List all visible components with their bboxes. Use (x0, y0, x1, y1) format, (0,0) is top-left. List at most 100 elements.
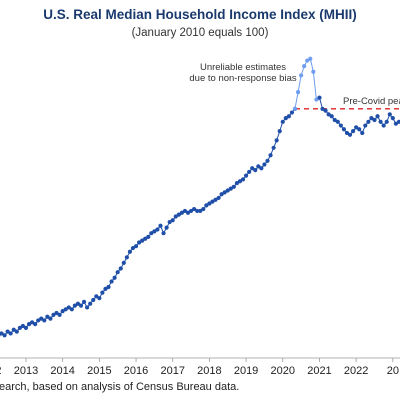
unreliable-annotation-line1: Unreliable estimates (200, 62, 286, 73)
series-2-point-20 (378, 119, 383, 124)
series-0-point-60 (155, 227, 160, 232)
x-tick-label-2012: 2012 (0, 365, 2, 377)
series-2-point-10 (347, 132, 353, 137)
series-2-point-17 (369, 116, 374, 121)
series-1-point-4 (305, 58, 310, 63)
series-0-point-17 (23, 325, 29, 330)
series-0-point-95 (262, 162, 267, 167)
series-1-point-0 (292, 106, 298, 111)
series-0-point-38 (88, 301, 93, 306)
series-2-point-26 (396, 119, 400, 124)
series-0-point-93 (256, 164, 261, 169)
chart-title: U.S. Real Median Household Income Index … (43, 7, 357, 22)
series-2-point-18 (372, 117, 377, 123)
series-0-point-39 (91, 297, 96, 303)
series-0-point-26 (51, 312, 56, 317)
series-0-point-67 (176, 212, 181, 217)
series-0-point-33 (72, 303, 77, 308)
series-0-point-32 (69, 307, 74, 312)
series-0-point-75 (201, 206, 206, 212)
series-0-point-91 (250, 166, 255, 171)
series-0-point-20 (33, 322, 38, 327)
series-2-point-22 (384, 119, 389, 124)
series-2-point-0 (317, 95, 322, 100)
x-tick-label-2016: 2016 (124, 365, 148, 377)
series-0-point-21 (36, 318, 41, 323)
series-0-point-36 (81, 299, 87, 304)
series-1-point-6 (311, 69, 316, 74)
series-0-point-86 (234, 180, 240, 186)
series-0-point-29 (60, 309, 65, 314)
precovid-annotation: Pre-Covid pea (343, 96, 400, 107)
series-0-point-13 (11, 327, 16, 332)
series-2-point-21 (381, 123, 386, 128)
series-0-point-27 (54, 310, 59, 316)
series-0-point-66 (173, 214, 178, 219)
series-0-point-50 (124, 255, 129, 260)
series-0-point-35 (78, 303, 84, 308)
series-0-point-87 (237, 179, 243, 184)
series-0-point-59 (152, 229, 157, 234)
series-0-point-103 (286, 114, 291, 119)
x-tick-label-2018: 2018 (197, 365, 221, 377)
series-0-point-64 (167, 219, 172, 225)
series-2-point-2 (323, 108, 328, 113)
series-2-point-13 (357, 127, 362, 132)
series-0-point-31 (66, 305, 71, 310)
series-0-point-40 (94, 294, 99, 299)
series-0-point-84 (228, 186, 233, 191)
series-0-point-10 (2, 333, 7, 338)
series-0-point-88 (240, 177, 246, 182)
series-2-point-24 (390, 116, 395, 121)
series-0-point-70 (185, 210, 191, 215)
series-0-point-34 (75, 301, 81, 306)
series-0-point-16 (20, 323, 26, 329)
series-1-point-5 (308, 56, 313, 61)
series-0-point-72 (192, 206, 197, 212)
x-tick-label-2022: 2022 (344, 365, 368, 377)
x-axis: 2012 2013 2014 2015 2016 2017 2018 2019 2020 2021… (0, 357, 400, 377)
x-tick-label-2019: 2019 (234, 365, 258, 377)
series-0-point-90 (247, 169, 252, 175)
series-1-point-2 (299, 73, 304, 78)
series-0-point-78 (210, 199, 215, 204)
series-2-point-5 (332, 117, 337, 123)
series-2-point-9 (344, 130, 350, 136)
series-0-point-43 (103, 286, 108, 291)
series-0-point-55 (140, 238, 145, 243)
series-0-line (0, 108, 296, 336)
series-0-point-58 (149, 231, 154, 236)
series-0-point-37 (85, 305, 90, 310)
series-1-point-1 (295, 90, 301, 95)
series-0-point-69 (182, 208, 188, 214)
series-2-point-14 (360, 130, 365, 136)
series-0-point-28 (57, 312, 62, 317)
series-0-point-77 (207, 201, 212, 206)
series-2-point-15 (363, 123, 368, 128)
series-0-point-56 (143, 236, 148, 241)
series-0-point-47 (115, 270, 120, 275)
x-tick-label-2020: 2020 (271, 365, 295, 377)
series-0-point-25 (48, 316, 53, 321)
series-0-point-18 (26, 322, 32, 327)
series-2-point-11 (350, 129, 356, 134)
series-0-point-11 (5, 329, 10, 334)
series-0-point-100 (277, 129, 282, 134)
x-tick-label-2021: 2021 (307, 365, 331, 377)
series-0-point-98 (271, 145, 276, 150)
series-0-point-48 (118, 266, 123, 271)
series-0-point-41 (97, 296, 102, 301)
series-0-point-81 (219, 192, 224, 197)
series-0-point-99 (274, 138, 279, 143)
series-2-point-16 (366, 119, 371, 124)
series-layer (0, 56, 400, 338)
series-2-point-19 (375, 114, 380, 119)
series-0-point-49 (121, 260, 126, 265)
series-0-point-15 (17, 325, 22, 330)
series-0-point-14 (14, 329, 19, 334)
series-2-point-6 (335, 119, 340, 124)
series-0-point-45 (109, 279, 114, 284)
series-0-point-22 (39, 316, 44, 321)
series-0-point-54 (136, 240, 142, 245)
